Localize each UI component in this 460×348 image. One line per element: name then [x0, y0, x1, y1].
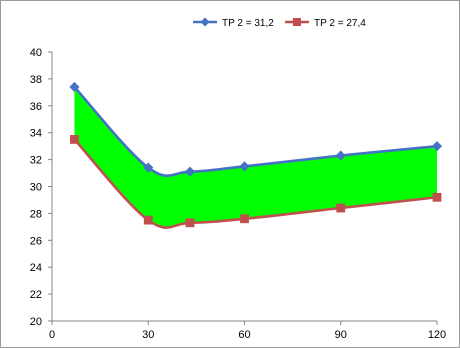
- y-tick-label: 22: [30, 289, 42, 301]
- legend-marker-square: [293, 18, 301, 26]
- y-tick-label: 28: [30, 208, 42, 220]
- legend-marker-diamond: [200, 17, 210, 27]
- legend-label-2: TP 2 = 27,4: [314, 18, 366, 29]
- y-tick-label: 30: [30, 182, 42, 194]
- band-area: [74, 86, 437, 228]
- band-layer: [74, 86, 437, 228]
- x-tick-label: 120: [428, 329, 446, 341]
- x-tick-label: 90: [335, 329, 347, 341]
- series-1-point: [239, 161, 250, 172]
- series-2-point: [240, 214, 249, 224]
- series-1-point: [69, 81, 80, 93]
- legend-label-1: TP 2 = 31,2: [222, 18, 274, 29]
- y-tick-label: 38: [30, 74, 42, 86]
- y-tick-label: 24: [30, 262, 42, 274]
- series-2-point: [185, 218, 195, 228]
- series-2-point: [143, 215, 153, 225]
- y-tick-label: 26: [30, 235, 42, 247]
- series-2-point: [336, 203, 346, 213]
- y-tick-label: 34: [30, 128, 42, 140]
- y-tick-label: 20: [30, 316, 42, 328]
- series-2-point: [70, 135, 79, 144]
- series-layer: [69, 81, 443, 229]
- x-tick-label: 0: [49, 329, 55, 341]
- series-line-1: [73, 86, 438, 178]
- x-tick-label: 30: [142, 329, 154, 341]
- series-line-2: [73, 138, 438, 229]
- legend: TP 2 = 31,2 TP 2 = 27,4: [193, 17, 366, 29]
- series-1-point: [184, 166, 196, 177]
- x-tick-label: 60: [238, 329, 250, 341]
- series-1-point: [335, 150, 346, 161]
- series-2-point: [432, 192, 442, 202]
- y-tick-label: 40: [30, 47, 42, 59]
- series-1-point: [431, 141, 443, 152]
- tick-layer: 20 22 24 26 28 30 32 34 36 38 40 0 30 60 90 120: [30, 47, 446, 341]
- y-tick-label: 32: [30, 155, 42, 167]
- axes: [48, 51, 438, 325]
- y-tick-label: 36: [30, 101, 42, 113]
- series-1-point: [143, 162, 154, 173]
